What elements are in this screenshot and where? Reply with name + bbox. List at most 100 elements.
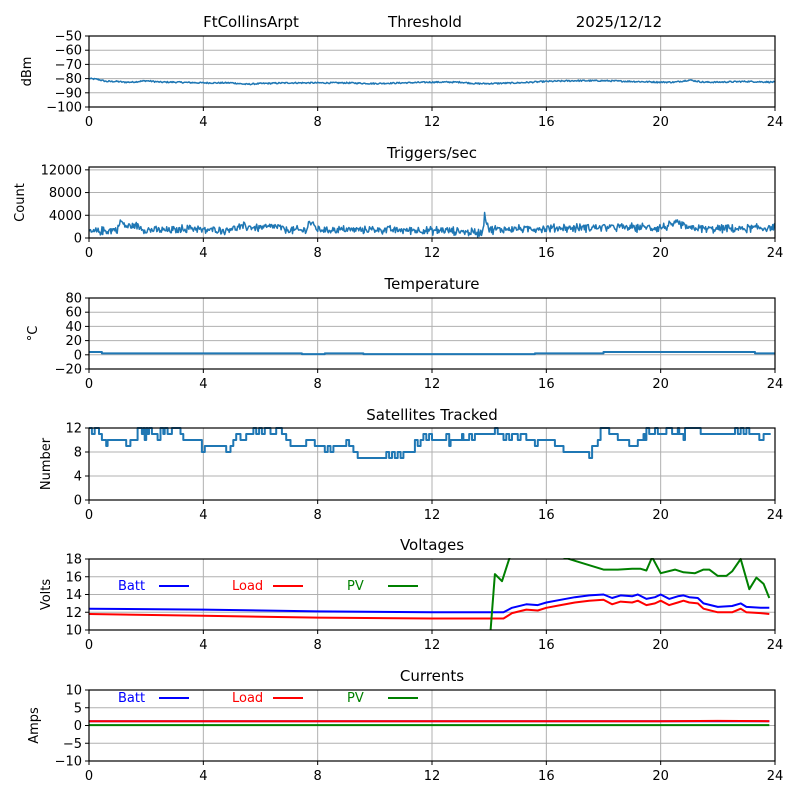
y-tick-label: −70 (55, 58, 82, 73)
y-tick-label: 12 (65, 422, 82, 437)
panel-satellites: 0 4 8 12 16 20 24 0 4 8 12 Number Satellites Tracked (39, 406, 783, 523)
y-tick-label: −100 (46, 101, 82, 116)
series-line-temperature (89, 351, 775, 356)
x-tick-label: 4 (199, 638, 207, 653)
x-tick-label: 24 (767, 508, 784, 523)
x-tick-label: 16 (538, 246, 555, 261)
y-tick-label: −5 (63, 737, 82, 752)
y-axis-label: °C (26, 326, 41, 342)
legend-label-batt: Batt (118, 691, 145, 706)
y-tick-label: −80 (55, 72, 82, 87)
y-tick-label: 10 (65, 684, 82, 699)
x-tick-label: 0 (85, 377, 93, 392)
header-date: 2025/12/12 (576, 13, 662, 31)
x-tick-label: 16 (538, 508, 555, 523)
x-tick-label: 20 (652, 377, 669, 392)
legend-label-batt: Batt (118, 579, 145, 594)
x-tick-label: 12 (424, 377, 441, 392)
x-tick-label: 8 (314, 377, 322, 392)
x-tick-label: 20 (652, 246, 669, 261)
y-axis-label: Volts (39, 579, 54, 611)
x-tick-label: 4 (199, 246, 207, 261)
x-tick-label: 12 (424, 508, 441, 523)
y-tick-label: −10 (55, 755, 82, 770)
series-line-satellites (89, 427, 771, 459)
y-tick-label: 40 (65, 320, 82, 335)
x-tick-label: 8 (314, 115, 322, 130)
y-tick-label: 18 (65, 553, 82, 568)
x-tick-label: 8 (314, 246, 322, 261)
panel-title: Triggers/sec (386, 144, 477, 162)
x-tick-label: 20 (652, 115, 669, 130)
x-tick-label: 24 (767, 115, 784, 130)
panel-title: Temperature (383, 275, 479, 293)
series-group (89, 77, 775, 86)
x-tick-label: 24 (767, 638, 784, 653)
series-line-pv (489, 558, 771, 631)
x-tick-label: 24 (767, 769, 784, 784)
series-group (89, 719, 770, 727)
panel-title: Currents (400, 667, 464, 685)
y-axis-label: Number (39, 437, 54, 490)
y-tick-label: 0 (74, 494, 82, 509)
y-tick-label: 12 (65, 606, 82, 621)
x-tick-label: 20 (652, 638, 669, 653)
y-tick-label: 8 (74, 446, 82, 461)
x-tick-label: 16 (538, 638, 555, 653)
panel-voltages: 0 4 8 12 16 20 24 10 12 14 16 18 Volts Voltages Batt Lo… (39, 536, 783, 653)
series-group (89, 558, 771, 631)
legend-label-pv: PV (347, 579, 364, 594)
x-tick-label: 12 (424, 638, 441, 653)
x-tick-label: 12 (424, 246, 441, 261)
series-line-load (89, 598, 770, 620)
x-tick-label: 4 (199, 377, 207, 392)
y-tick-label: 0 (74, 719, 82, 734)
series-group (89, 211, 775, 238)
y-tick-label: 0 (74, 348, 82, 363)
y-axis-label: Amps (27, 707, 42, 744)
x-tick-label: 16 (538, 377, 555, 392)
series-group (89, 351, 775, 356)
y-tick-label: −50 (55, 30, 82, 45)
series-group (89, 427, 771, 459)
x-tick-label: 20 (652, 508, 669, 523)
series-line-batt (89, 593, 770, 614)
x-tick-label: 0 (85, 508, 93, 523)
series-line-triggers (89, 211, 775, 238)
x-tick-label: 8 (314, 508, 322, 523)
y-tick-label: 80 (65, 292, 82, 307)
panel-currents: 0 4 8 12 16 20 24 −10 −5 0 5 10 Amps Currents Batt Load… (27, 667, 783, 784)
x-tick-label: 16 (538, 769, 555, 784)
x-tick-label: 4 (199, 508, 207, 523)
y-tick-label: 14 (65, 588, 82, 603)
x-tick-label: 8 (314, 638, 322, 653)
y-tick-label: 5 (74, 701, 82, 716)
legend-label-load: Load (232, 691, 263, 706)
x-tick-label: 0 (85, 246, 93, 261)
series-line-threshold (89, 77, 775, 86)
header-mode: Threshold (387, 13, 462, 31)
y-axis-label: Count (13, 183, 28, 222)
x-tick-label: 0 (85, 115, 93, 130)
y-tick-label: 12000 (41, 163, 82, 178)
x-tick-label: 8 (314, 769, 322, 784)
x-tick-label: 12 (424, 769, 441, 784)
legend-label-pv: PV (347, 691, 364, 706)
y-tick-label: 10 (65, 624, 82, 639)
y-tick-label: −60 (55, 44, 82, 59)
y-tick-label: −90 (55, 86, 82, 101)
y-tick-label: 4000 (49, 209, 82, 224)
header-station: FtCollinsArpt (203, 13, 299, 31)
panel-threshold: 0 4 8 12 16 20 24 −100−90−80−70−60−50 dBm (20, 30, 783, 131)
x-tick-label: 16 (538, 115, 555, 130)
panel-triggers: 0 4 8 12 16 20 24 0 4000 8000 12000 Count Triggers/s… (13, 144, 783, 261)
x-tick-label: 0 (85, 769, 93, 784)
x-tick-label: 20 (652, 769, 669, 784)
y-tick-label: 8000 (49, 186, 82, 201)
panel-title: Voltages (400, 536, 464, 554)
panel-title: Satellites Tracked (366, 406, 497, 424)
